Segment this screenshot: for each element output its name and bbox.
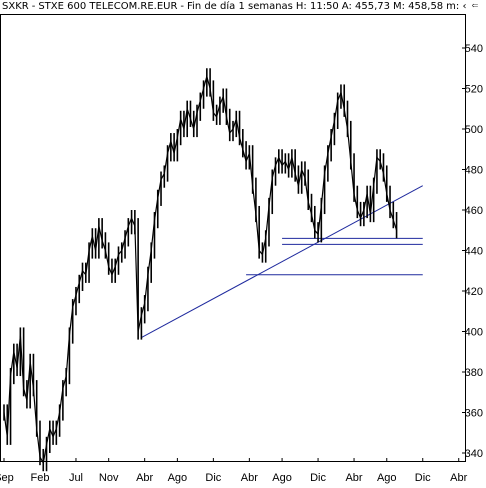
- x-tick-label: Nov: [99, 472, 119, 484]
- x-tick-label: Dic: [415, 472, 431, 484]
- period-label: Fin de día 1 semanas: [187, 1, 293, 12]
- y-tick-label: 500: [465, 124, 483, 136]
- x-tick-label: Ago: [377, 472, 397, 484]
- x-axis: Sep Feb Jul Nov Abr Ago Dic Abr Ago Dic Abr Ago Dic A…: [0, 458, 468, 484]
- trendline: [141, 185, 423, 339]
- y-tick-label: 380: [465, 367, 483, 379]
- y-axis: 340 360 380 400 420 440 460 480 500 520 540: [462, 43, 483, 460]
- separator: -: [180, 1, 185, 12]
- y-tick-label: 520: [465, 84, 483, 96]
- chart-header: SXKR - STXE 600 TELECOM.RE.EUR - Fin de día …: [2, 1, 469, 12]
- plot-frame: [0, 14, 466, 462]
- separator: -: [31, 1, 36, 12]
- y-tick-label: 460: [465, 205, 483, 217]
- more-label: m: ‹: [446, 1, 467, 12]
- x-tick-label: Ago: [168, 472, 188, 484]
- y-tick-label: 400: [465, 327, 483, 339]
- x-tick-label: Abr: [345, 472, 362, 484]
- x-tick-label: Abr: [241, 472, 258, 484]
- x-tick-label: Dic: [310, 472, 326, 484]
- x-tick-label: Abr: [450, 472, 467, 484]
- high-label: H: 11:50: [295, 1, 339, 12]
- trendline-layer: [141, 185, 423, 339]
- price-bars: [3, 68, 398, 472]
- y-tick-label: 480: [465, 165, 483, 177]
- y-tick-label: 540: [465, 43, 483, 55]
- y-tick-label: 420: [465, 286, 483, 298]
- x-tick-label: Sep: [0, 472, 14, 484]
- x-tick-label: Ago: [272, 472, 292, 484]
- x-tick-label: Jul: [69, 472, 83, 484]
- y-tick-label: 440: [465, 246, 483, 258]
- x-tick-label: Feb: [31, 472, 50, 484]
- symbol-label: SXKR: [2, 1, 29, 12]
- y-tick-label: 360: [465, 408, 483, 420]
- x-tick-label: Dic: [205, 472, 221, 484]
- mid-label: M: 458,58: [393, 1, 444, 12]
- open-label: A: 455,73: [341, 1, 390, 12]
- instrument-name: STXE 600 TELECOM.RE.EUR: [38, 1, 178, 12]
- header-scroll-button[interactable]: ⇐: [471, 1, 479, 10]
- y-tick-label: 340: [465, 448, 483, 460]
- x-tick-label: Abr: [136, 472, 153, 484]
- price-line: [3, 74, 398, 465]
